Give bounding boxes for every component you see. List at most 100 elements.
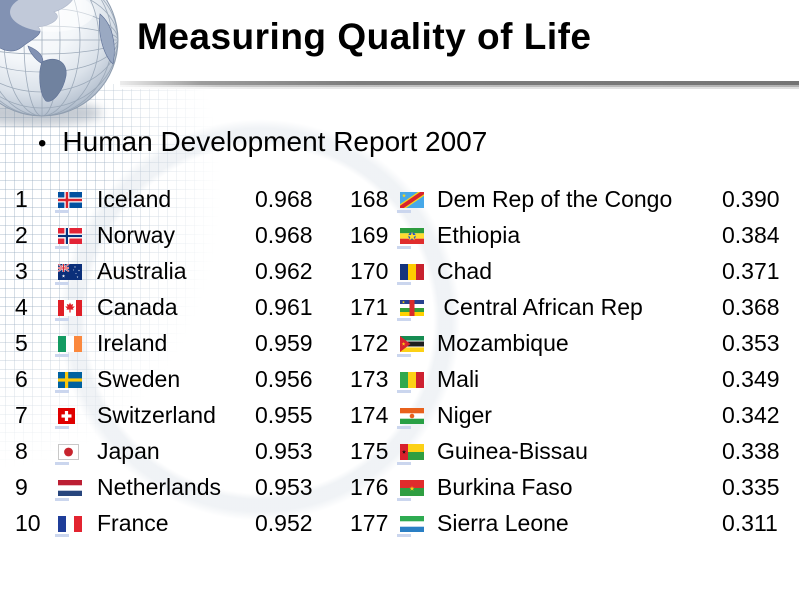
table-row: 168 Dem Rep of the Congo 0.390: [350, 181, 795, 217]
rank-cell: 4: [15, 293, 28, 320]
rank-cell: 6: [15, 365, 28, 392]
country-cell: Ethiopia: [437, 221, 521, 248]
rank-cell: 177: [350, 509, 389, 536]
value-cell: 0.368: [722, 293, 780, 320]
central-african-rep-flag-icon: [397, 299, 424, 321]
table-row: 177 Sierra Leone 0.311: [350, 505, 795, 541]
ranking-table-bottom10: 168 Dem Rep of the Congo 0.390 169 Ethiopia 0…: [350, 181, 795, 541]
france-flag-icon: [55, 515, 82, 537]
mozambique-flag-icon: [397, 335, 424, 357]
table-row: 175 Guinea-Bissau 0.338: [350, 433, 795, 469]
rank-cell: 172: [350, 329, 389, 356]
norway-flag-icon: [55, 227, 82, 249]
value-cell: 0.952: [255, 509, 313, 536]
rank-cell: 5: [15, 329, 28, 356]
chad-flag-icon: [397, 263, 424, 285]
table-row: 3 Australia 0.962: [15, 253, 340, 289]
country-cell: Canada: [97, 293, 178, 320]
table-row: 5 Ireland 0.959: [15, 325, 340, 361]
japan-flag-icon: [55, 443, 82, 465]
rank-cell: 169: [350, 221, 389, 248]
rank-cell: 168: [350, 185, 389, 212]
value-cell: 0.968: [255, 185, 313, 212]
country-cell: Mali: [437, 365, 480, 392]
table-row: 169 Ethiopia 0.384: [350, 217, 795, 253]
value-cell: 0.961: [255, 293, 313, 320]
value-cell: 0.959: [255, 329, 313, 356]
table-row: 170 Chad 0.371: [350, 253, 795, 289]
country-cell: Norway: [97, 221, 175, 248]
table-row: 1 Iceland 0.968: [15, 181, 340, 217]
dem-rep-congo-flag-icon: [397, 191, 424, 213]
table-row: 174 Niger 0.342: [350, 397, 795, 433]
slide-title: Measuring Quality of Life: [137, 16, 592, 57]
value-cell: 0.953: [255, 437, 313, 464]
niger-flag-icon: [397, 407, 424, 429]
country-cell: Niger: [437, 401, 492, 428]
value-cell: 0.955: [255, 401, 313, 428]
country-cell: Switzerland: [97, 401, 216, 428]
country-cell: Burkina Faso: [437, 473, 573, 500]
table-row: 173 Mali 0.349: [350, 361, 795, 397]
rank-cell: 175: [350, 437, 389, 464]
burkina-faso-flag-icon: [397, 479, 424, 501]
rank-cell: 10: [15, 509, 41, 536]
country-cell: France: [97, 509, 169, 536]
country-cell: Netherlands: [97, 473, 222, 500]
rank-cell: 173: [350, 365, 389, 392]
table-row: 2 Norway 0.968: [15, 217, 340, 253]
rank-cell: 176: [350, 473, 389, 500]
title-divider: [120, 81, 799, 89]
country-cell: Iceland: [97, 185, 172, 212]
value-cell: 0.390: [722, 185, 780, 212]
table-row: 4 Canada 0.961: [15, 289, 340, 325]
sweden-flag-icon: [55, 371, 82, 393]
rank-cell: 174: [350, 401, 389, 428]
country-cell: Central African Rep: [437, 293, 643, 320]
table-row: 7 Switzerland 0.955: [15, 397, 340, 433]
table-row: 10 France 0.952: [15, 505, 340, 541]
netherlands-flag-icon: [55, 479, 82, 501]
value-cell: 0.953: [255, 473, 313, 500]
table-row: 172 Mozambique 0.353: [350, 325, 795, 361]
value-cell: 0.353: [722, 329, 780, 356]
rank-cell: 7: [15, 401, 28, 428]
value-cell: 0.371: [722, 257, 780, 284]
country-cell: Mozambique: [437, 329, 569, 356]
ethiopia-flag-icon: [397, 227, 424, 249]
country-cell: Sierra Leone: [437, 509, 569, 536]
rank-cell: 170: [350, 257, 389, 284]
sierra-leone-flag-icon: [397, 515, 424, 537]
switzerland-flag-icon: [55, 407, 82, 429]
value-cell: 0.338: [722, 437, 780, 464]
australia-flag-icon: [55, 263, 82, 285]
guinea-bissau-flag-icon: [397, 443, 424, 465]
value-cell: 0.956: [255, 365, 313, 392]
value-cell: 0.968: [255, 221, 313, 248]
mali-flag-icon: [397, 371, 424, 393]
value-cell: 0.384: [722, 221, 780, 248]
table-row: 176 Burkina Faso 0.335: [350, 469, 795, 505]
rank-cell: 8: [15, 437, 28, 464]
value-cell: 0.342: [722, 401, 780, 428]
table-row: 8 Japan 0.953: [15, 433, 340, 469]
table-row: 6 Sweden 0.956: [15, 361, 340, 397]
country-cell: Chad: [437, 257, 492, 284]
rank-cell: 171: [350, 293, 389, 320]
globe-icon: [0, 0, 132, 128]
country-cell: Guinea-Bissau: [437, 437, 588, 464]
rank-cell: 9: [15, 473, 28, 500]
country-cell: Ireland: [97, 329, 168, 356]
value-cell: 0.349: [722, 365, 780, 392]
country-cell: Australia: [97, 257, 187, 284]
subtitle: Human Development Report 2007: [62, 126, 488, 157]
ireland-flag-icon: [55, 335, 82, 357]
value-cell: 0.962: [255, 257, 313, 284]
country-cell: Dem Rep of the Congo: [437, 185, 673, 212]
subtitle-row: • Human Development Report 2007: [38, 126, 487, 159]
rank-cell: 2: [15, 221, 28, 248]
country-cell: Japan: [97, 437, 160, 464]
rank-cell: 1: [15, 185, 28, 212]
value-cell: 0.311: [722, 509, 778, 536]
